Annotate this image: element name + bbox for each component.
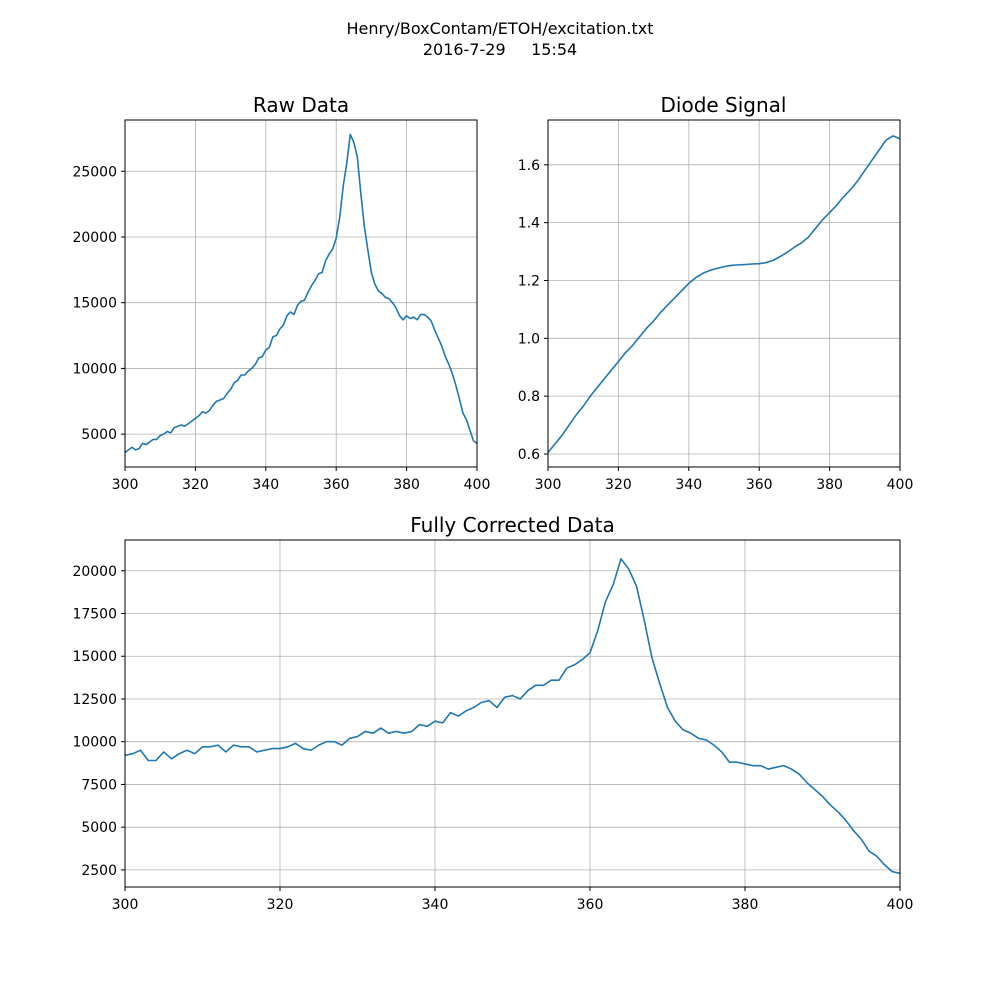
diode-x-tick-label: 360 bbox=[746, 477, 773, 493]
diode-signal-plot: Diode Signal 300 320 340 360 380 400 0.6 0.8 1.0… bbox=[518, 93, 914, 493]
corrected-x-tick-label: 380 bbox=[732, 897, 759, 913]
corrected-y-tick-label: 20000 bbox=[72, 564, 117, 580]
diode-y-tick-label: 1.2 bbox=[518, 273, 540, 289]
raw-x-tick-label: 300 bbox=[112, 477, 139, 493]
raw-series-line bbox=[124, 133, 478, 454]
diode-y-tick-label: 0.8 bbox=[518, 389, 540, 405]
corrected-y-tick-label: 12500 bbox=[72, 692, 117, 708]
raw-x-tick-label: 320 bbox=[182, 477, 209, 493]
corrected-y-tick-label: 2500 bbox=[81, 863, 117, 879]
raw-axes-frame bbox=[124, 119, 478, 468]
raw-x-tick-label: 380 bbox=[393, 477, 420, 493]
diode-y-tick-label: 1.4 bbox=[518, 216, 540, 232]
diode-x-tick-label: 380 bbox=[816, 477, 843, 493]
raw-data-title: Raw Data bbox=[253, 93, 349, 117]
raw-y-tick-label: 25000 bbox=[72, 164, 117, 180]
diode-x-tick-label: 320 bbox=[605, 477, 632, 493]
corrected-axes-frame bbox=[124, 539, 901, 888]
corrected-y-tick-label: 5000 bbox=[81, 820, 117, 836]
fully-corrected-data-plot: Fully Corrected Data 300 320 340 360 380 400 2… bbox=[72, 513, 913, 913]
raw-x-tick-label: 340 bbox=[252, 477, 279, 493]
corrected-series-line bbox=[124, 557, 901, 875]
diode-x-tick-label: 340 bbox=[675, 477, 702, 493]
diode-series-line bbox=[547, 135, 901, 454]
diode-y-tick-label: 0.6 bbox=[518, 447, 540, 463]
raw-data-plot: Raw Data 300 320 340 360 380 400 5000 10000 1500… bbox=[72, 93, 490, 493]
corrected-y-tick-label: 17500 bbox=[72, 607, 117, 623]
diode-x-tick-label: 400 bbox=[887, 477, 914, 493]
suptitle-file-path: Henry/BoxContam/ETOH/excitation.txt bbox=[346, 19, 653, 38]
corrected-x-tick-label: 400 bbox=[887, 897, 914, 913]
raw-y-tick-label: 5000 bbox=[81, 427, 117, 443]
raw-y-tick-label: 20000 bbox=[72, 230, 117, 246]
raw-y-tick-label: 15000 bbox=[72, 296, 117, 312]
corrected-x-tick-label: 300 bbox=[112, 897, 139, 913]
diode-x-tick-label: 300 bbox=[535, 477, 562, 493]
corrected-y-tick-label: 15000 bbox=[72, 649, 117, 665]
corrected-x-tick-label: 320 bbox=[267, 897, 294, 913]
corrected-y-tick-label: 10000 bbox=[72, 735, 117, 751]
raw-x-tick-label: 360 bbox=[323, 477, 350, 493]
raw-y-tick-label: 10000 bbox=[72, 361, 117, 377]
fully-corrected-data-title: Fully Corrected Data bbox=[410, 513, 615, 537]
corrected-x-tick-label: 360 bbox=[577, 897, 604, 913]
corrected-y-tick-label: 7500 bbox=[81, 777, 117, 793]
diode-y-tick-label: 1.6 bbox=[518, 158, 540, 174]
suptitle-timestamp: 2016-7-29 15:54 bbox=[423, 40, 577, 59]
diode-y-tick-label: 1.0 bbox=[518, 331, 540, 347]
raw-x-tick-label: 400 bbox=[464, 477, 491, 493]
corrected-x-tick-label: 340 bbox=[422, 897, 449, 913]
diode-axes-frame bbox=[547, 119, 901, 468]
diode-signal-title: Diode Signal bbox=[661, 93, 787, 117]
